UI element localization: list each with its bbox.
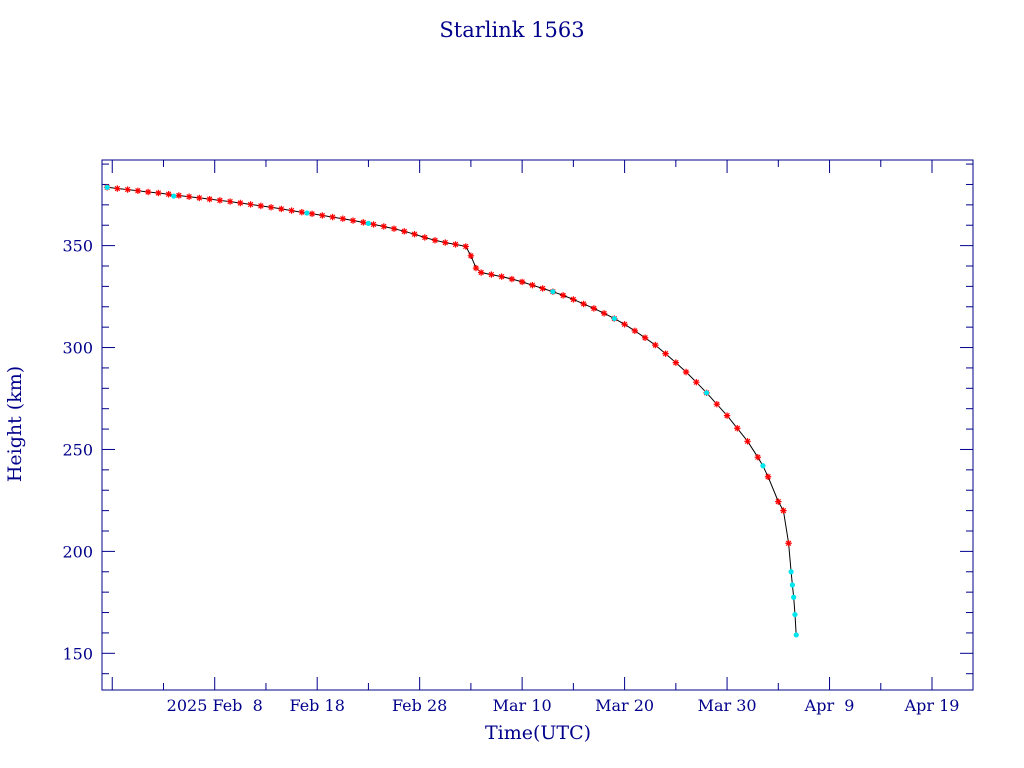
x-tick-label: Feb 28 <box>392 696 447 715</box>
data-point-red <box>349 217 357 224</box>
data-point-red <box>529 281 536 289</box>
data-point-red <box>247 201 254 208</box>
data-point-red <box>682 368 690 376</box>
data-point-red <box>764 473 772 480</box>
data-point-red <box>278 205 285 213</box>
data-point-red <box>196 194 203 202</box>
data-point-red <box>559 292 567 299</box>
data-point-red <box>508 275 516 283</box>
data-point-cyan <box>550 289 556 295</box>
data-point-red <box>472 264 480 272</box>
data-point-red <box>124 186 131 193</box>
x-axis-label: Time(UTC) <box>485 722 591 744</box>
data-point-red <box>308 210 316 218</box>
data-point-cyan <box>792 611 798 618</box>
x-tick-label: Apr 19 <box>904 696 960 715</box>
data-point-cyan <box>171 193 177 199</box>
data-point-red <box>641 334 649 341</box>
data-point-red <box>785 540 792 547</box>
data-point-red <box>134 187 142 194</box>
data-point-red <box>662 350 669 357</box>
data-point-red <box>734 425 741 432</box>
data-point-red <box>452 241 459 248</box>
x-tick-label: Mar 30 <box>698 696 757 715</box>
data-point-red <box>319 212 326 219</box>
data-point-red <box>488 271 495 278</box>
data-point-red <box>288 207 295 214</box>
data-point-red <box>580 300 587 308</box>
data-point-red <box>370 221 377 228</box>
plot-frame <box>101 159 974 691</box>
data-point-red <box>780 507 787 514</box>
data-point-red <box>600 310 608 317</box>
data-point-red <box>329 213 336 221</box>
data-point-red <box>518 278 526 286</box>
data-point-red <box>775 498 782 505</box>
y-axis-label: Height (km) <box>4 366 26 482</box>
data-point-red <box>298 208 306 216</box>
data-point-cyan <box>104 184 110 190</box>
plot-area: 2025 Feb 8 Feb 18 Feb 28 Mar 10 Mar 20 Mar 30… <box>62 159 974 715</box>
data-point-cyan <box>760 463 766 469</box>
data-point-red <box>421 234 428 241</box>
data-point-red <box>155 189 162 197</box>
y-tick-label: 300 <box>62 339 93 358</box>
data-point-red <box>237 199 244 207</box>
data-point-cyan <box>611 315 617 322</box>
data-point-red <box>175 192 183 199</box>
x-tick-label: Mar 10 <box>493 696 552 715</box>
x-tick-label: Mar 20 <box>595 696 654 715</box>
data-point-red <box>339 215 347 222</box>
data-point-red <box>652 341 659 349</box>
data-point-red <box>539 285 546 292</box>
y-tick-label: 150 <box>62 644 93 663</box>
data-point-cyan <box>365 220 372 226</box>
data-point-red <box>693 378 700 386</box>
data-point-red <box>206 195 213 203</box>
x-tick-label: 2025 Feb 8 <box>167 696 263 715</box>
data-point-cyan <box>793 632 799 638</box>
data-point-red <box>431 237 439 244</box>
data-point-red <box>498 273 505 280</box>
data-point-red <box>754 454 762 461</box>
data-point-red <box>621 321 628 328</box>
data-point-red <box>216 197 224 204</box>
data-point-red <box>226 198 234 205</box>
chart-title: Starlink 1563 <box>439 18 584 42</box>
data-point-red <box>590 305 598 312</box>
data-point-red <box>144 188 152 196</box>
data-point-red <box>267 204 275 211</box>
data-point-red <box>411 231 418 238</box>
data-point-red <box>442 239 449 246</box>
data-point-red <box>477 269 485 276</box>
data-point-cyan <box>304 210 310 216</box>
data-point-red <box>185 193 193 200</box>
data-point-red <box>165 191 172 198</box>
data-point-red <box>401 228 408 235</box>
data-point-cyan <box>788 569 794 575</box>
data-point-red <box>713 401 721 408</box>
data-point-cyan <box>791 594 797 600</box>
data-point-red <box>257 202 265 210</box>
data-point-red <box>723 412 731 419</box>
data-point-red <box>672 359 680 366</box>
data-point-red <box>114 185 121 192</box>
data-point-red <box>360 219 367 226</box>
data-point-red <box>390 225 398 232</box>
data-point-red <box>570 296 577 303</box>
data-point-red <box>380 223 387 230</box>
x-tick-label: Feb 18 <box>289 696 344 715</box>
data-point-cyan <box>703 390 710 396</box>
data-point-cyan <box>789 582 795 588</box>
x-tick-label: Apr 9 <box>804 696 855 715</box>
series-line <box>107 186 797 636</box>
data-point-red <box>462 243 469 250</box>
data-point-red <box>631 327 639 335</box>
y-tick-label: 250 <box>62 440 93 459</box>
y-tick-label: 200 <box>62 542 93 561</box>
y-tick-label: 350 <box>62 237 93 256</box>
data-point-red <box>744 438 751 445</box>
data-point-red <box>467 252 475 260</box>
